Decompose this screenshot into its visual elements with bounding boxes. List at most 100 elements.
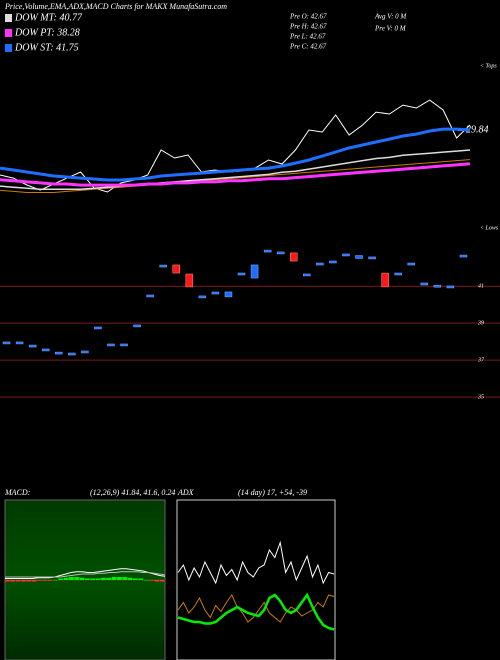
candle bbox=[159, 264, 167, 268]
candle bbox=[355, 255, 363, 259]
histogram-bar bbox=[154, 580, 160, 582]
candle bbox=[224, 291, 233, 298]
histogram-bar bbox=[149, 580, 154, 581]
y-tick-label: 29.84 bbox=[466, 125, 489, 136]
candle bbox=[107, 343, 115, 347]
histogram-bar bbox=[111, 577, 117, 580]
series-line bbox=[0, 127, 471, 182]
candle bbox=[68, 352, 76, 356]
series-line bbox=[177, 594, 335, 623]
legend-swatch bbox=[5, 44, 12, 52]
y-tick-label: 35 bbox=[477, 394, 484, 400]
histogram-bar bbox=[90, 578, 96, 580]
candle bbox=[198, 295, 207, 299]
macd-title: MACD: bbox=[4, 488, 31, 497]
price-info: Pre C: 42.67 bbox=[289, 43, 327, 51]
histogram-bar bbox=[122, 577, 128, 580]
histogram-bar bbox=[21, 580, 26, 582]
candle bbox=[146, 294, 154, 298]
candle bbox=[250, 264, 259, 279]
tops-label: < Tops bbox=[480, 63, 497, 69]
legend-swatch bbox=[5, 29, 12, 37]
histogram-bar bbox=[37, 580, 42, 581]
candle bbox=[342, 253, 350, 257]
macd-subtitle: (12,26,9) 41.84, 41.6, 0.24 bbox=[90, 488, 175, 497]
candle bbox=[316, 262, 324, 266]
candle bbox=[81, 350, 89, 354]
histogram-bar bbox=[15, 580, 21, 582]
price-info: Pre O: 42.67 bbox=[289, 13, 327, 21]
y-tick-label: 39 bbox=[477, 321, 484, 327]
histogram-bar bbox=[58, 578, 64, 580]
candle bbox=[94, 326, 102, 330]
histogram-bar bbox=[85, 578, 90, 580]
legend-swatch bbox=[5, 14, 12, 22]
y-tick-label: 37 bbox=[477, 357, 485, 363]
histogram-bar bbox=[127, 577, 133, 580]
price-info: Avg V: 0 M bbox=[374, 13, 407, 21]
candle bbox=[28, 344, 37, 348]
histogram-bar bbox=[106, 577, 112, 580]
histogram-bar bbox=[95, 578, 101, 580]
histogram-bar bbox=[31, 580, 37, 582]
candle bbox=[185, 273, 194, 288]
candle bbox=[237, 272, 246, 276]
candle bbox=[368, 256, 376, 260]
price-info: Pre L: 42.67 bbox=[289, 33, 326, 41]
candle bbox=[407, 262, 415, 266]
candle bbox=[120, 343, 128, 347]
histogram-bar bbox=[101, 577, 106, 580]
series-line bbox=[5, 568, 166, 579]
adx-subtitle: (14 day) 17, +54, -39 bbox=[238, 488, 307, 497]
candle bbox=[433, 284, 442, 288]
histogram-bar bbox=[63, 577, 69, 580]
histogram-bar bbox=[10, 580, 16, 582]
histogram-bar bbox=[74, 577, 80, 580]
histogram-bar bbox=[138, 578, 144, 580]
histogram-bar bbox=[47, 580, 53, 581]
lows-label: < Lows bbox=[480, 225, 499, 231]
price-info: Pre V: 0 M bbox=[374, 25, 407, 33]
candle bbox=[133, 324, 141, 328]
legend-entry: DOW ST: 41.75 bbox=[14, 42, 79, 53]
histogram-bar bbox=[79, 577, 85, 580]
histogram-bar bbox=[133, 578, 138, 580]
adx-title: ADX bbox=[177, 488, 195, 497]
histogram-bar bbox=[5, 580, 10, 582]
candle bbox=[276, 251, 285, 255]
legend-entry: DOW PT: 38.28 bbox=[14, 27, 80, 38]
histogram-bar bbox=[117, 577, 122, 580]
histogram-bar bbox=[143, 580, 149, 581]
y-tick-label: 41 bbox=[478, 283, 484, 290]
candle bbox=[172, 264, 180, 274]
histogram-bar bbox=[42, 580, 48, 581]
candle bbox=[263, 249, 272, 253]
histogram-bar bbox=[26, 580, 32, 582]
chart-title: Price,Volume,EMA,ADX,MACD Charts for MAK… bbox=[4, 2, 227, 11]
candle bbox=[15, 341, 24, 345]
candle bbox=[303, 273, 311, 277]
candle bbox=[290, 252, 298, 262]
histogram-bar bbox=[159, 580, 165, 582]
adx-panel bbox=[176, 499, 336, 660]
legend-entry: DOW MT: 40.77 bbox=[14, 12, 83, 23]
series-line bbox=[0, 149, 471, 191]
series-line bbox=[0, 159, 471, 193]
series-line bbox=[177, 592, 335, 631]
candle bbox=[41, 348, 50, 352]
candle bbox=[2, 341, 11, 345]
series-line bbox=[0, 162, 471, 187]
candle bbox=[446, 285, 455, 289]
candle bbox=[459, 254, 468, 258]
price-info: Pre H: 42.67 bbox=[289, 23, 327, 31]
candle bbox=[420, 282, 429, 286]
histogram-bar bbox=[53, 580, 58, 581]
histogram-bar bbox=[69, 577, 74, 580]
series-line bbox=[177, 540, 335, 585]
candle bbox=[381, 272, 389, 288]
series-line bbox=[5, 571, 166, 578]
candle bbox=[55, 351, 63, 355]
candle bbox=[329, 260, 337, 264]
candle bbox=[394, 272, 402, 276]
